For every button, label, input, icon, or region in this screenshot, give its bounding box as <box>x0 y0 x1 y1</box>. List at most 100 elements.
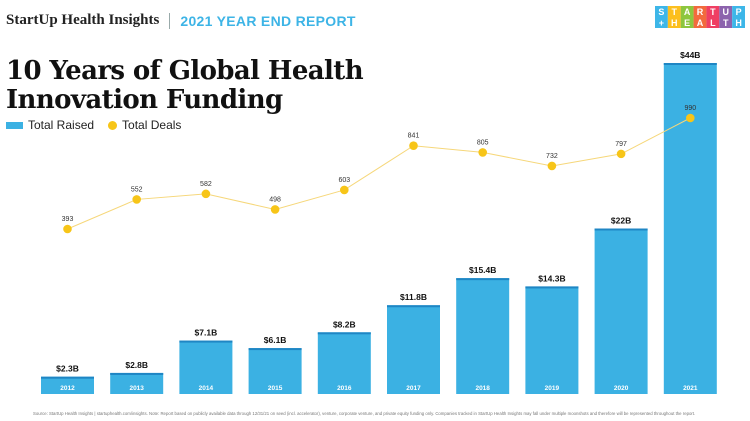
deal-point-2014 <box>201 189 211 199</box>
logo-top-tile <box>655 6 668 17</box>
legend-raised-swatch <box>6 121 23 129</box>
bar-value-label: $2.8B <box>125 360 148 370</box>
deal-value-label: 797 <box>615 141 627 148</box>
deal-value-label: 990 <box>684 105 696 112</box>
bar-2013 <box>110 372 164 394</box>
x-tick-label: 2016 <box>337 385 352 392</box>
deal-point-2020 <box>616 149 626 159</box>
bar-top-edge <box>387 305 440 308</box>
logo-bottom-tile <box>732 17 745 28</box>
logo-bottom-tile <box>719 17 733 28</box>
bar-top-edge <box>594 228 648 231</box>
bar-value-label: $11.8B <box>400 292 427 302</box>
logo-bottom-letter: E <box>684 18 690 28</box>
x-tick-label: 2017 <box>406 385 421 392</box>
deal-value-label: 732 <box>546 153 558 160</box>
logo-top-tile <box>680 6 694 17</box>
logo-bottom-tile <box>655 17 668 28</box>
bar-top-edge <box>110 372 164 375</box>
bar-2014 <box>179 340 233 394</box>
logo-bottom-tile <box>667 17 681 28</box>
chart-title-line-2: Innovation Funding <box>6 85 283 115</box>
deal-value-label: 498 <box>269 196 281 203</box>
logo-top-letter: T <box>672 7 678 17</box>
bar-2016 <box>317 332 371 394</box>
bar-top-edge <box>525 286 579 289</box>
logo-bottom-letter: L <box>710 18 716 28</box>
bar-value-label: $8.2B <box>333 319 356 329</box>
logo-bottom-letter: H <box>735 18 742 28</box>
x-tick-label: 2013 <box>129 385 144 392</box>
logo-top-tile <box>719 6 733 17</box>
logo-top-tile <box>732 6 745 17</box>
x-tick-label: 2018 <box>475 385 490 392</box>
bar-top-edge <box>179 340 233 343</box>
bar-top-edge <box>248 348 302 351</box>
legend-deals-label: Total Deals <box>122 118 182 132</box>
source-footnote: Source: StartUp Health Insights | startu… <box>33 411 696 416</box>
deal-point-2016 <box>340 185 349 195</box>
report-name: 2021 YEAR END REPORT <box>180 12 356 29</box>
logo-bottom-tile <box>680 17 694 28</box>
x-tick-label: 2019 <box>545 385 560 392</box>
bar-2019 <box>525 286 579 394</box>
deal-point-2018 <box>478 148 488 157</box>
deal-value-label: 805 <box>477 139 489 146</box>
logo-top-letter: U <box>722 7 729 17</box>
header-separator <box>169 12 171 29</box>
deal-point-2019 <box>547 161 557 171</box>
deal-point-2017 <box>409 141 418 151</box>
bar-series: $2.3B 2012 $2.8B 2013 $7.1B 2014 $6.1B 2015 $8.2… <box>41 50 717 394</box>
deal-point-2012 <box>63 224 72 234</box>
logo-bottom-tile <box>706 17 720 28</box>
bar-value-label: $22B <box>611 216 631 226</box>
bar-top-edge <box>41 376 94 379</box>
deals-series: 393 552 582 498 603 841 805 732 797 990 <box>62 105 696 234</box>
deal-point-2021 <box>686 113 695 123</box>
bar-value-label: $2.3B <box>56 364 79 374</box>
bar-2021 <box>663 63 717 394</box>
bar-top-edge <box>317 332 371 335</box>
bar-2017 <box>387 305 440 394</box>
legend-deals-swatch <box>108 120 118 130</box>
bar-2012 <box>41 376 94 394</box>
logo-top-tile <box>706 6 720 17</box>
x-tick-label: 2014 <box>199 385 214 392</box>
logo-top-tile <box>693 6 707 17</box>
bar-value-label: $15.4B <box>469 265 496 275</box>
logo-bottom-letter: + <box>659 18 664 28</box>
legend-raised-label: Total Raised <box>28 118 95 132</box>
logo-bottom-letter: H <box>671 18 678 28</box>
logo-bottom-letter: T <box>723 18 729 28</box>
brand-name: StartUp Health Insights <box>6 12 160 28</box>
logo-top-letter: S <box>658 7 664 17</box>
bar-top-edge <box>456 278 510 281</box>
logo-bottom-letter: A <box>697 18 704 28</box>
logo-top-letter: P <box>736 7 742 17</box>
report-header: StartUp Health Insights 2021 YEAR END RE… <box>6 12 356 29</box>
funding-chart: $2.3B 2012 $2.8B 2013 $7.1B 2014 $6.1B 2015 $8.2… <box>41 50 717 394</box>
x-tick-label: 2021 <box>683 385 698 392</box>
deal-value-label: 841 <box>408 133 420 140</box>
logo-top-letter: R <box>697 7 704 17</box>
logo-top-letter: A <box>684 7 691 17</box>
deal-point-2015 <box>270 205 280 214</box>
logo-top-letter: T <box>710 7 716 17</box>
logo-top-tile <box>667 6 681 17</box>
bar-value-label: $44B <box>680 50 700 60</box>
bar-2018 <box>456 278 510 394</box>
chart-title-line-1: 10 Years of Global Health <box>6 56 364 86</box>
deals-line <box>67 117 691 230</box>
chart-title: 10 Years of Global Health Innovation Fun… <box>6 56 364 115</box>
deal-point-2013 <box>132 195 141 204</box>
bar-value-label: $6.1B <box>264 335 287 345</box>
chart-legend: Total Raised Total Deals <box>6 118 181 132</box>
deal-value-label: 552 <box>131 186 143 193</box>
x-tick-label: 2020 <box>614 385 629 392</box>
logo-bottom-tile <box>693 17 707 28</box>
bar-2015 <box>248 348 302 394</box>
x-tick-label: 2012 <box>60 385 75 392</box>
deal-value-label: 582 <box>200 181 212 188</box>
bar-value-label: $7.1B <box>195 328 218 338</box>
deal-value-label: 393 <box>62 216 74 223</box>
